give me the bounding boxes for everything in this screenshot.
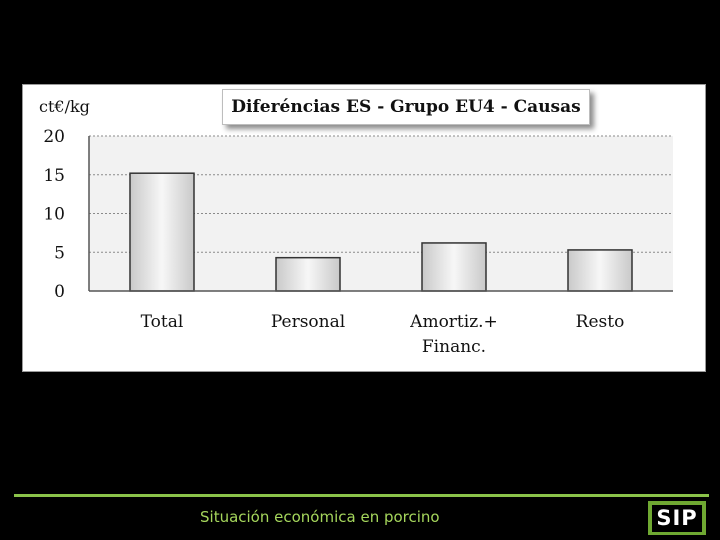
x-axis-labels: Total Personal Amortiz.+ Financ. Resto — [141, 312, 625, 357]
y-tick-label: 15 — [43, 166, 65, 186]
bar — [129, 172, 195, 292]
bar — [275, 256, 341, 292]
bar — [567, 249, 633, 292]
x-tick-label: Financ. — [422, 337, 486, 357]
logo-text: SIP — [652, 504, 702, 532]
x-tick-label: Amortiz.+ — [409, 312, 498, 332]
chart-panel: 0 5 10 15 20 Total Personal Amortiz.+ Financ. Re… — [22, 84, 706, 372]
y-tick-label: 20 — [43, 127, 65, 147]
footer-divider — [14, 494, 709, 497]
footer-text: Situación económica en porcino — [200, 508, 440, 526]
y-axis-unit-label: ct€/kg — [39, 97, 90, 116]
x-tick-label: Personal — [271, 312, 345, 332]
bar — [421, 242, 487, 292]
x-tick-label: Resto — [576, 312, 625, 332]
bar-chart: 0 5 10 15 20 Total Personal Amortiz.+ Financ. Re… — [43, 127, 673, 357]
y-axis-ticks: 0 5 10 15 20 — [43, 127, 65, 302]
chart-title: Diferéncias ES - Grupo EU4 - Causas — [222, 89, 590, 125]
y-tick-label: 10 — [43, 205, 65, 225]
y-tick-label: 0 — [54, 282, 65, 302]
sip-logo: SIP — [648, 501, 706, 535]
y-tick-label: 5 — [54, 243, 65, 263]
x-tick-label: Total — [141, 312, 184, 332]
